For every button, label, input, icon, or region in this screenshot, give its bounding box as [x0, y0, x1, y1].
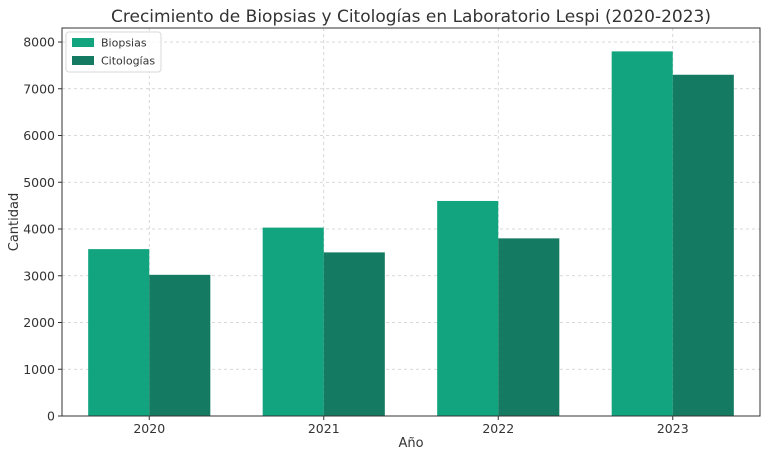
bar-biopsias-2020 [88, 249, 150, 416]
bar-citologías-2022 [498, 238, 560, 416]
y-tick-label: 4000 [23, 222, 55, 237]
bar-citologías-2021 [323, 252, 385, 416]
bars [88, 51, 734, 417]
x-tick-label: 2020 [133, 421, 165, 436]
bar-citologías-2023 [672, 74, 734, 417]
bar-biopsias-2023 [611, 51, 673, 416]
y-tick-label: 7000 [23, 81, 55, 96]
x-tick-label: 2022 [482, 421, 514, 436]
x-axis-label: Año [398, 436, 423, 451]
y-tick-label: 6000 [23, 128, 55, 143]
x-axis-ticks: 2020 2021 2022 2023 [133, 416, 689, 436]
x-tick-label: 2021 [308, 421, 340, 436]
legend-swatch-biopsias [72, 38, 94, 47]
y-tick-label: 2000 [23, 315, 55, 330]
plot-frame [61, 27, 761, 417]
y-tick-label: 0 [47, 409, 55, 424]
legend-swatch-citologías [72, 56, 94, 65]
bar-biopsias-2021 [262, 227, 324, 416]
legend-label: Biopsias [101, 37, 147, 50]
axes [61, 27, 761, 417]
y-tick-label: 3000 [23, 268, 55, 283]
y-axis-ticks: 0 1000 2000 3000 4000 5000 6000 7000 8000 [23, 35, 62, 424]
bar-citologías-2020 [149, 274, 211, 416]
legend: Biopsias Citologías [65, 31, 162, 73]
y-tick-label: 8000 [23, 35, 55, 50]
x-tick-label: 2023 [657, 421, 689, 436]
y-axis-label: Cantidad [7, 193, 22, 251]
chart-title: Crecimiento de Biopsias y Citologías en … [111, 7, 711, 27]
y-tick-label: 5000 [23, 175, 55, 190]
bar-biopsias-2022 [437, 200, 499, 416]
legend-label: Citologías [101, 55, 155, 68]
y-tick-label: 1000 [23, 362, 55, 377]
